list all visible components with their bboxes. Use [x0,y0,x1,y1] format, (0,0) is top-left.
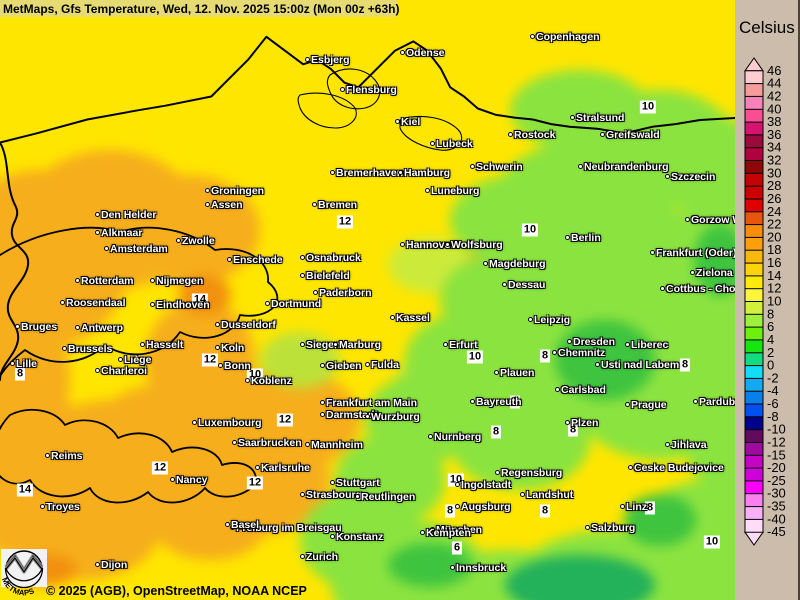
svg-text:-45: -45 [767,524,786,539]
svg-text:Celsius: Celsius [739,18,795,37]
